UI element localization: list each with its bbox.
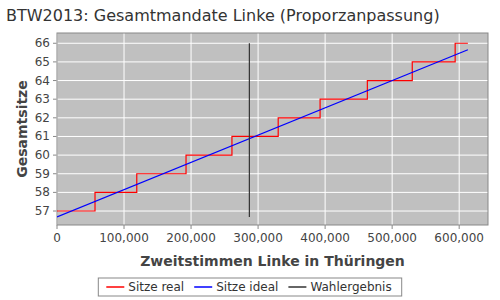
grid-line: [124, 33, 125, 225]
tick-label: 58: [35, 185, 50, 199]
tick-label: 65: [35, 55, 50, 69]
tick-label: 59: [35, 167, 50, 181]
title: BTW2013: Gesamtmandate Linke (Proporzanp…: [6, 6, 440, 25]
legend-swatch: [194, 286, 212, 288]
grid-line: [392, 33, 393, 225]
tick-label: 60: [35, 148, 50, 162]
tick-label: 61: [35, 129, 50, 143]
tick-mark: [53, 173, 57, 174]
grid-line: [258, 33, 259, 225]
background: [0, 0, 500, 300]
grid-line: [191, 33, 192, 225]
tick-mark: [191, 225, 192, 229]
series-line: [249, 43, 250, 217]
tick-mark: [459, 225, 460, 229]
series-line: [57, 43, 468, 211]
legend: Sitze real Sitze ideal Wahlergebnis: [98, 278, 401, 296]
legend-label: Wahlergebnis: [310, 280, 391, 294]
tick-label: 600,000: [434, 231, 484, 245]
x-axis-label: Zweitstimmen Linke in Thüringen: [140, 253, 405, 269]
y-axis-label: Gesamtsitze: [14, 80, 30, 178]
tick-mark: [53, 192, 57, 193]
tick-mark: [57, 225, 58, 229]
tick-label: 63: [35, 92, 50, 106]
legend-swatch: [106, 286, 124, 288]
grid-line: [57, 43, 488, 44]
tick-label: 500,000: [367, 231, 417, 245]
legend-label: Sitze real: [128, 280, 184, 294]
tick-mark: [53, 43, 57, 44]
tick-label: 300,000: [233, 231, 283, 245]
grid-line: [57, 173, 488, 174]
tick-label: 100,000: [99, 231, 149, 245]
grid-line: [57, 99, 488, 100]
tick-label: 400,000: [300, 231, 350, 245]
tick-mark: [53, 99, 57, 100]
tick-label: 57: [35, 204, 50, 218]
grid-line: [57, 211, 488, 212]
series-group: [57, 43, 468, 217]
tick-mark: [325, 225, 326, 229]
legend-swatch: [288, 286, 306, 288]
tick-label: 0: [53, 231, 61, 245]
tick-label: 200,000: [166, 231, 216, 245]
tick-label: 62: [35, 111, 50, 125]
tick-mark: [53, 136, 57, 137]
tick-mark: [53, 155, 57, 156]
tick-mark: [392, 225, 393, 229]
series-line: [57, 50, 468, 217]
grid-line: [57, 117, 488, 118]
tick-mark: [53, 117, 57, 118]
tick-label: 66: [35, 36, 50, 50]
tick-mark: [258, 225, 259, 229]
tick-mark: [124, 225, 125, 229]
grid-line: [57, 80, 488, 81]
plot-area: [57, 33, 488, 225]
grid-line: [459, 33, 460, 225]
tick-mark: [53, 61, 57, 62]
chart: BTW2013: Gesamtmandate Linke (Proporzanp…: [0, 0, 500, 300]
grid-line: [325, 33, 326, 225]
legend-box: [98, 278, 401, 296]
tick-mark: [53, 211, 57, 212]
tick-mark: [53, 80, 57, 81]
grid-line: [57, 155, 488, 156]
legend-label: Sitze ideal: [216, 280, 278, 294]
tick-label: 64: [35, 74, 50, 88]
plot-frame: [57, 33, 488, 225]
